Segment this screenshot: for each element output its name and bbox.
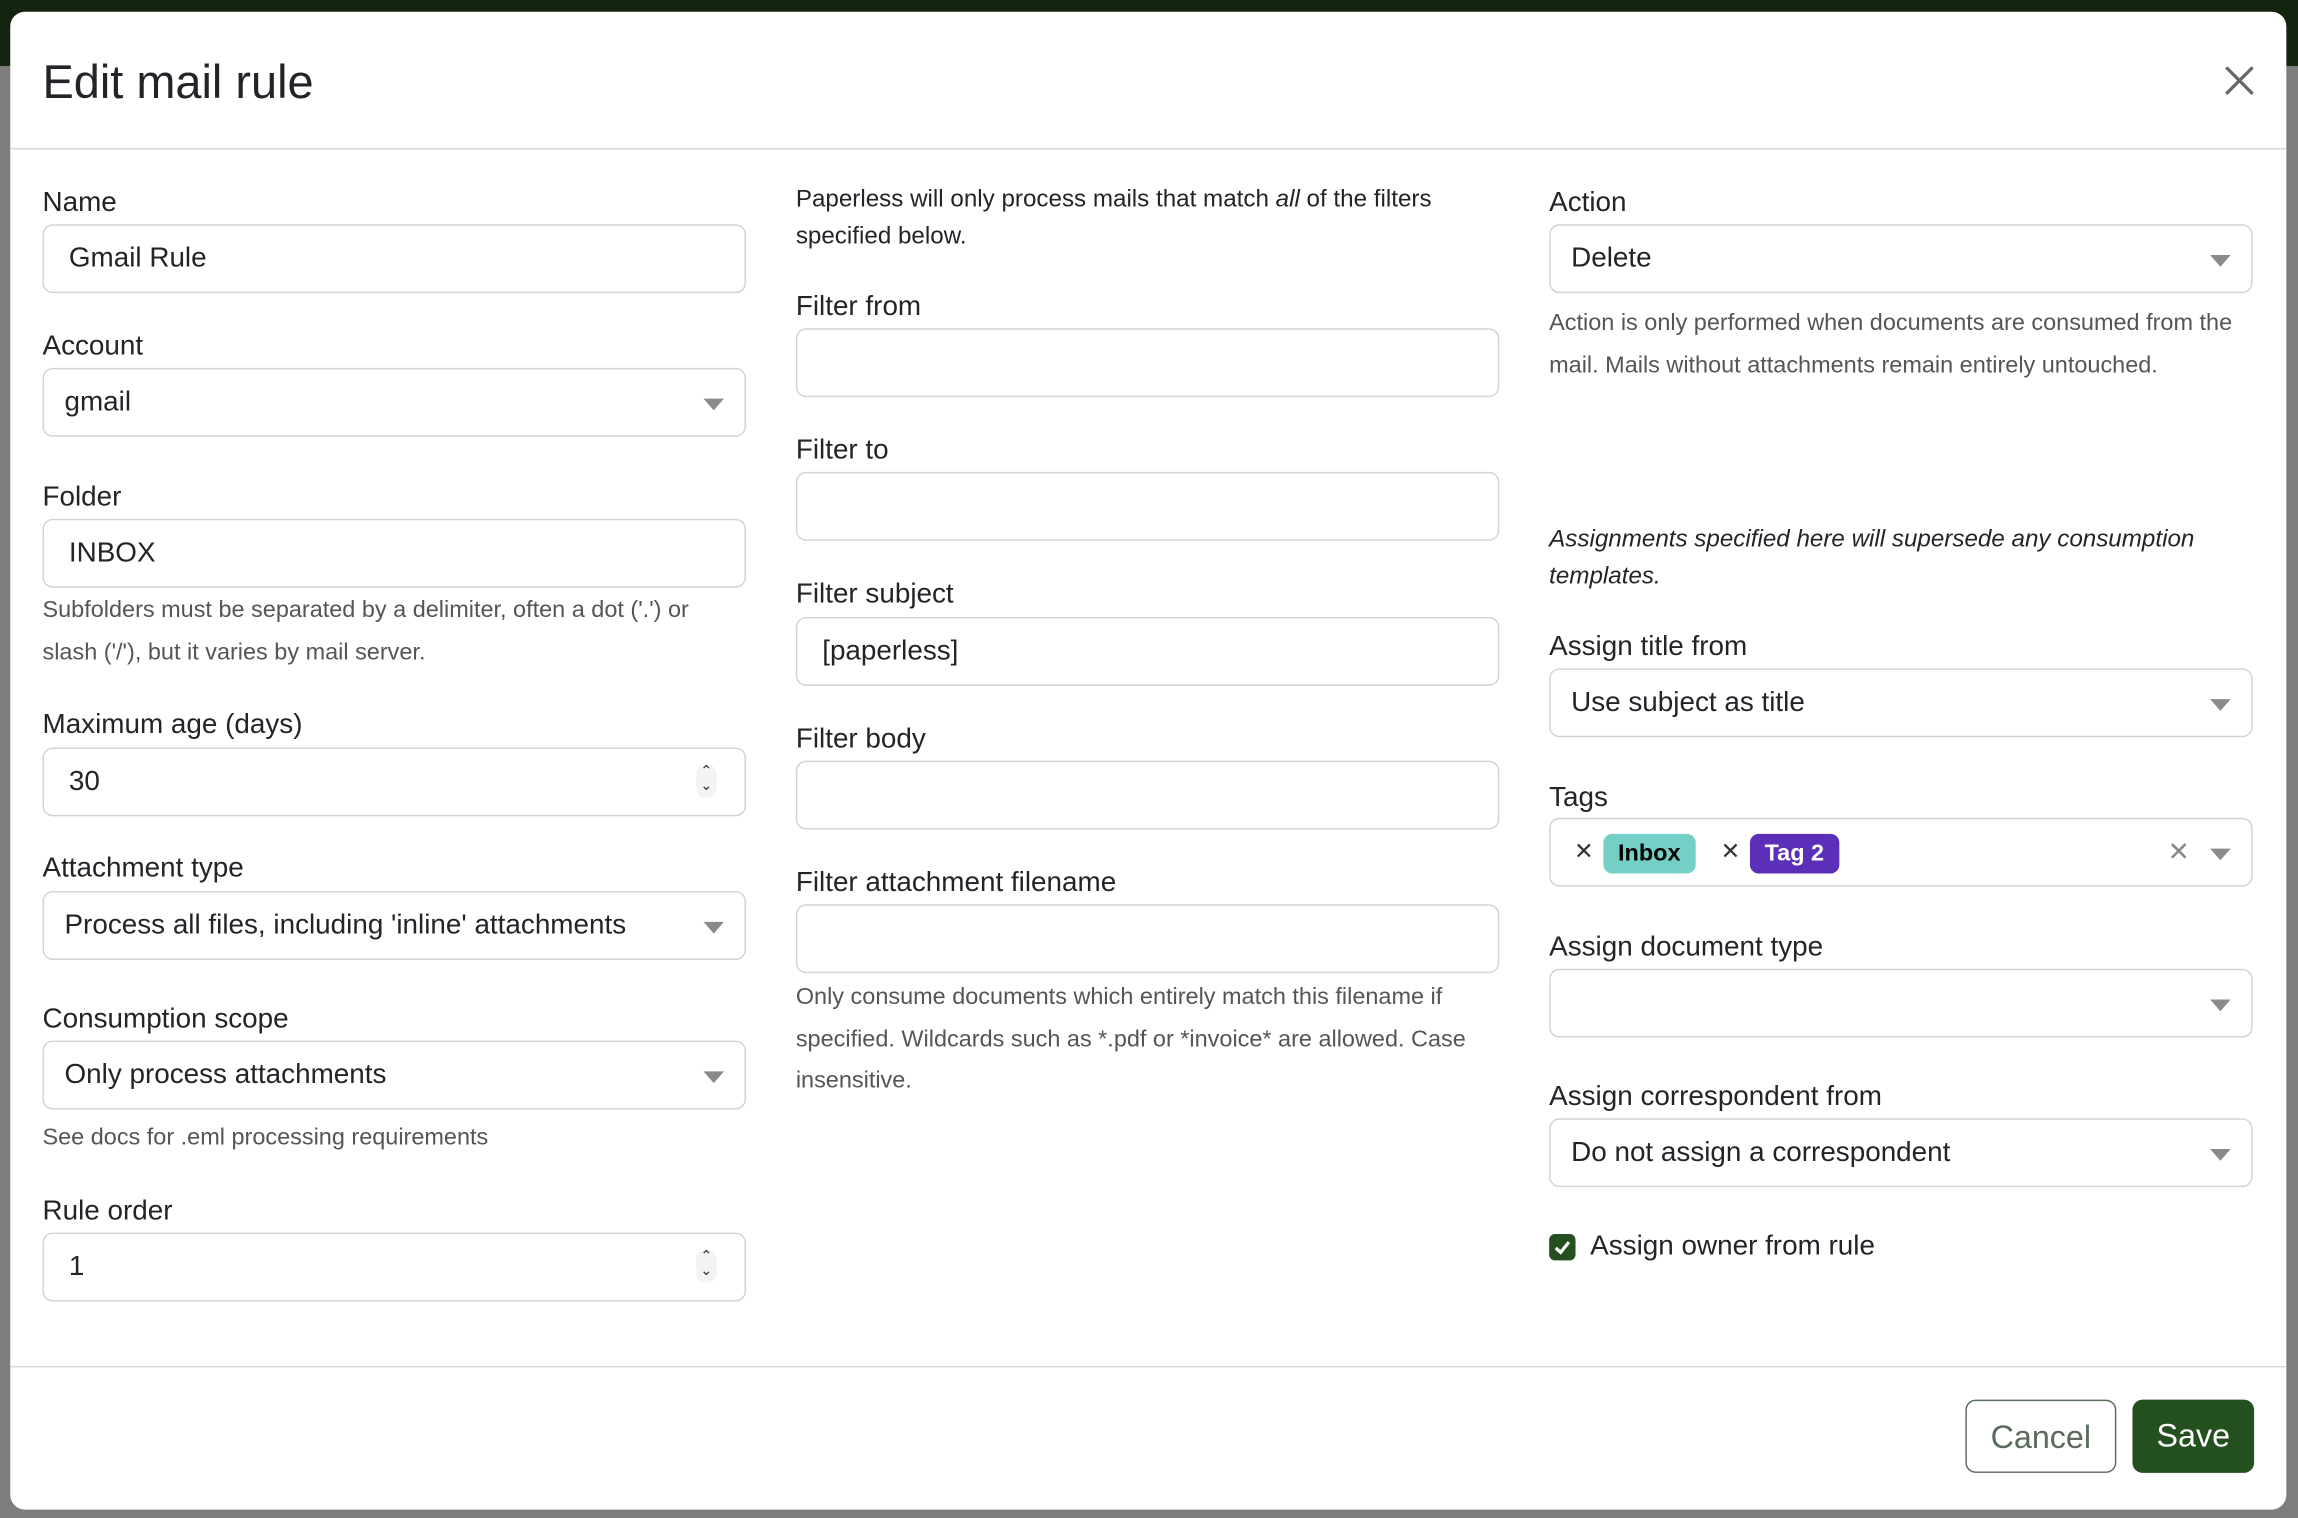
filter-from-label: Filter from (795, 291, 922, 323)
spinner-icon[interactable]: ⌃ ⌄ (696, 1249, 717, 1283)
action-label: Action (1549, 187, 1627, 219)
filter-body-label: Filter body (795, 724, 926, 755)
folder-value: INBOX (68, 537, 156, 569)
caret-down-icon (703, 921, 725, 934)
intro-emphasis: all (1275, 186, 1300, 213)
rule-order-input[interactable]: 1 ⌃ ⌄ (42, 1232, 746, 1302)
caret-down-icon (2210, 1149, 2231, 1161)
name-value: Gmail Rule (68, 243, 207, 275)
check-icon (1554, 1241, 1571, 1255)
filter-attachment-label: Filter attachment filename (795, 867, 1117, 899)
folder-input[interactable]: INBOX (42, 518, 746, 588)
filter-subject-value: [paperless] (822, 636, 959, 667)
filter-to-input[interactable] (795, 471, 1500, 541)
filter-from-input[interactable] (795, 328, 1500, 398)
tag-badge: Tag 2 (1749, 833, 1839, 874)
filter-subject-label: Filter subject (795, 578, 954, 610)
account-label: Account (42, 331, 144, 363)
consumption-scope-label: Consumption scope (42, 1003, 289, 1035)
action-select[interactable]: Delete (1549, 224, 2253, 294)
correspondent-label: Assign correspondent from (1549, 1081, 1882, 1113)
edit-mail-rule-dialog: Edit mail rule Name Gmail Rule Account g… (10, 11, 2287, 1510)
intro-text: of the filters specified below. (795, 186, 1432, 249)
doc-type-select[interactable] (1549, 968, 2253, 1038)
header-divider (10, 148, 2287, 150)
attachment-type-label: Attachment type (42, 852, 244, 884)
close-icon[interactable] (2217, 59, 2261, 103)
correspondent-select[interactable]: Do not assign a correspondent (1549, 1118, 2253, 1188)
intro-text: Paperless will only process mails that m… (795, 186, 1276, 213)
account-value: gmail (64, 386, 132, 418)
folder-label: Folder (42, 482, 122, 513)
remove-tag-icon[interactable]: ✕ (1574, 839, 1594, 865)
attachment-type-value: Process all files, including 'inline' at… (64, 910, 627, 941)
remove-tag-icon[interactable]: ✕ (1720, 839, 1741, 865)
dialog-title: Edit mail rule (42, 55, 314, 109)
owner-checkbox[interactable] (1549, 1234, 1576, 1261)
filter-body-input[interactable] (795, 760, 1500, 830)
max-age-label: Maximum age (days) (42, 709, 303, 741)
rule-order-label: Rule order (42, 1195, 173, 1227)
caret-down-icon (2210, 699, 2231, 711)
spinner-icon[interactable]: ⌃ ⌄ (696, 764, 717, 798)
action-value: Delete (1571, 243, 1652, 275)
doc-type-label: Assign document type (1549, 932, 1824, 963)
attachment-type-select[interactable]: Process all files, including 'inline' at… (42, 891, 746, 960)
name-label: Name (42, 187, 117, 219)
filter-to-label: Filter to (795, 435, 889, 467)
assign-title-value: Use subject as title (1571, 687, 1805, 719)
owner-label[interactable]: Assign owner from rule (1590, 1231, 1875, 1262)
tags-label: Tags (1549, 782, 1608, 814)
clear-icon[interactable]: ✕ (2167, 836, 2190, 867)
cancel-button[interactable]: Cancel (1965, 1399, 2117, 1473)
tags-select[interactable]: ✕ Inbox ✕ Tag 2 ✕ (1549, 817, 2253, 887)
tag-badge: Inbox (1603, 833, 1696, 874)
filter-attachment-help: Only consume documents which entirely ma… (795, 984, 1466, 1094)
assign-title-label: Assign title from (1549, 631, 1748, 663)
name-input[interactable]: Gmail Rule (42, 224, 746, 294)
action-help: Action is only performed when documents … (1549, 310, 2233, 378)
assignments-note: Assignments specified here will supersed… (1549, 526, 2195, 589)
account-select[interactable]: gmail (42, 367, 746, 437)
filter-attachment-input[interactable] (795, 904, 1500, 974)
filters-intro: Paperless will only process mails that m… (796, 182, 1499, 254)
max-age-value: 30 (68, 766, 100, 798)
caret-down-icon (2210, 848, 2231, 861)
max-age-input[interactable]: 30 ⌃ ⌄ (42, 747, 746, 817)
filter-subject-input[interactable]: [paperless] (795, 617, 1500, 686)
folder-help: Subfolders must be separated by a delimi… (42, 597, 689, 665)
rule-order-value: 1 (68, 1251, 85, 1283)
consumption-scope-help: See docs for .eml processing requirement… (42, 1125, 489, 1151)
consumption-scope-value: Only process attachments (64, 1059, 387, 1091)
caret-down-icon (703, 1071, 725, 1084)
caret-down-icon (2210, 255, 2231, 267)
correspondent-value: Do not assign a correspondent (1571, 1137, 1951, 1169)
consumption-scope-select[interactable]: Only process attachments (42, 1040, 746, 1110)
caret-down-icon (2210, 999, 2231, 1012)
save-button[interactable]: Save (2132, 1399, 2255, 1473)
footer-divider (10, 1365, 2287, 1368)
caret-down-icon (703, 398, 725, 411)
assign-title-select[interactable]: Use subject as title (1549, 668, 2253, 738)
